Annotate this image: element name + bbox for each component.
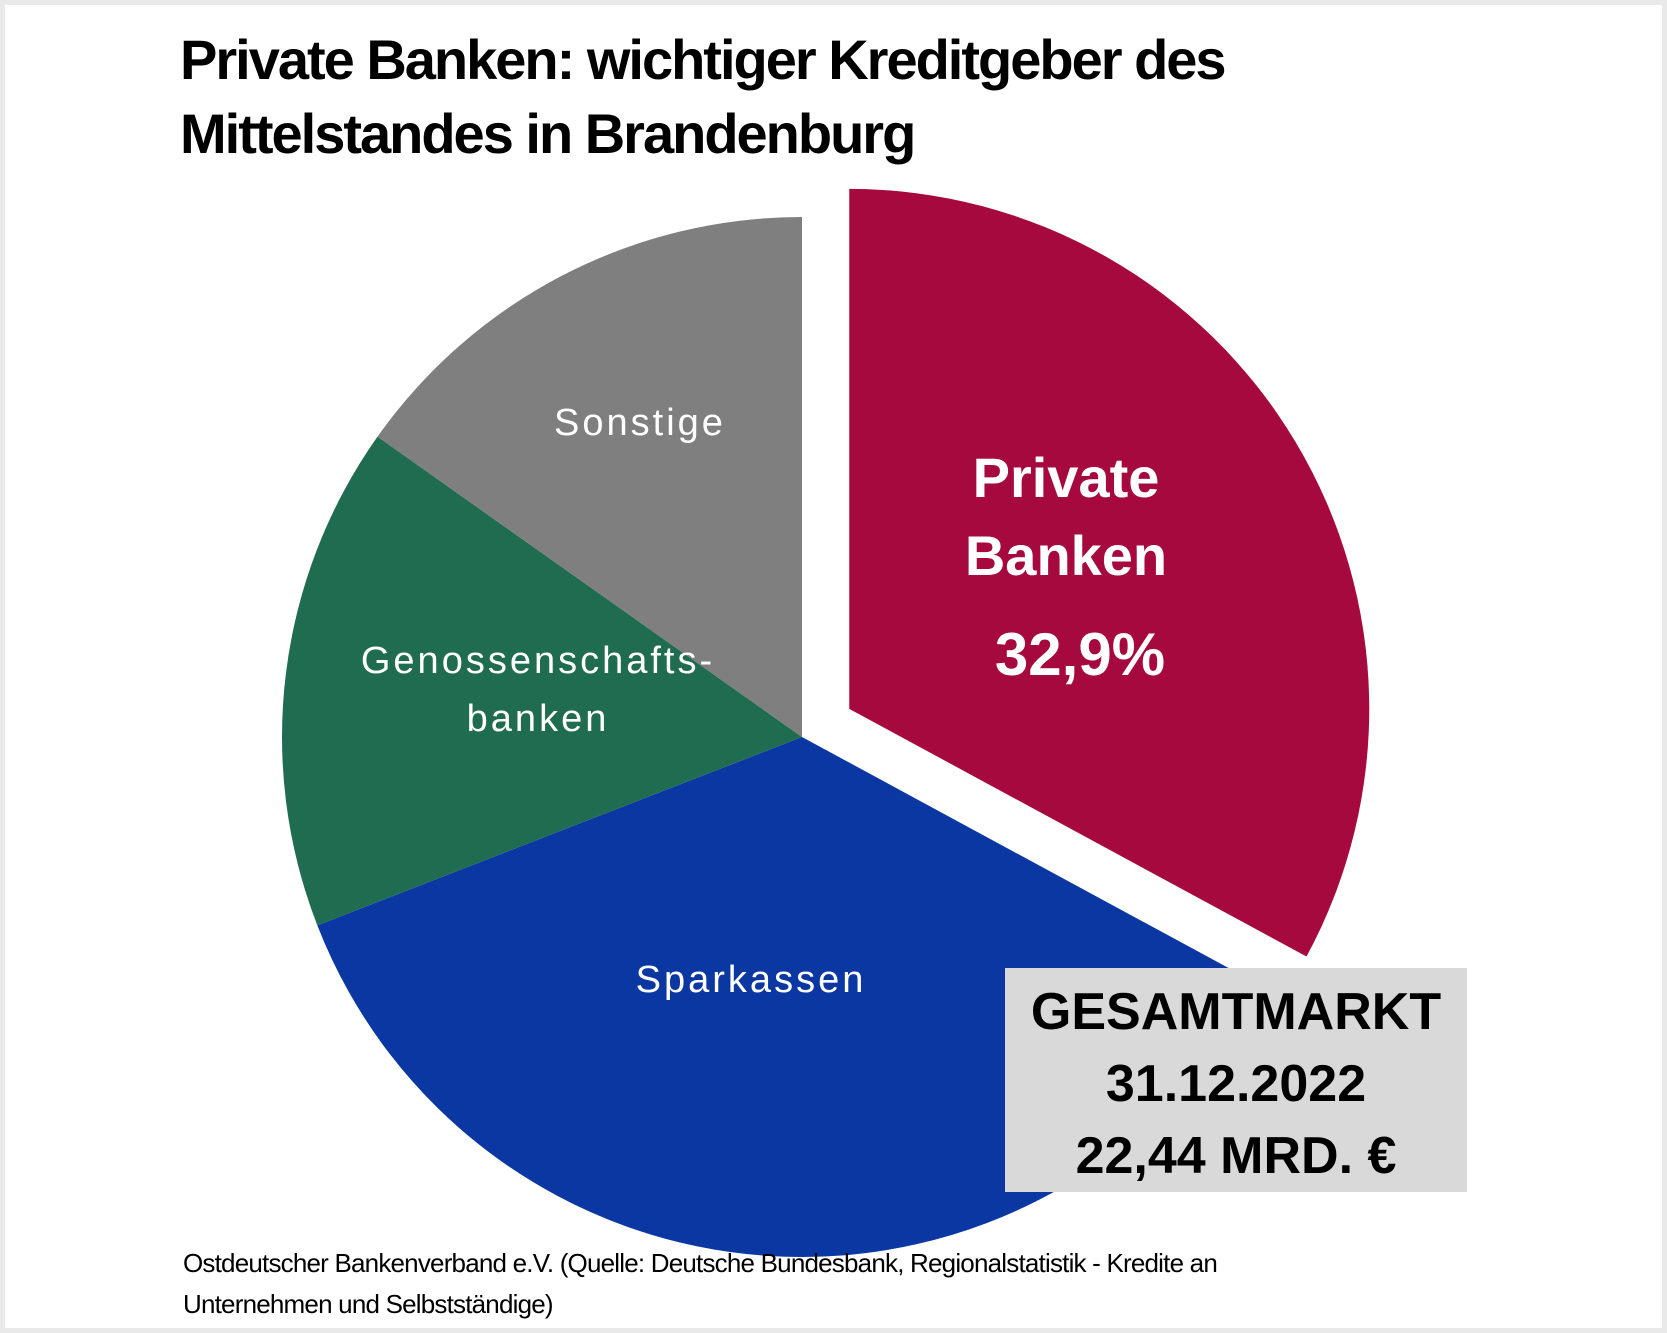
slice-label-private-banken: Private Banken xyxy=(965,439,1167,595)
source-note-line1: Ostdeutscher Bankenverband e.V. (Quelle:… xyxy=(183,1248,1218,1278)
infobox-date: 31.12.2022 xyxy=(1105,1055,1367,1113)
chart-title-line2: Mittelstandes in Brandenburg xyxy=(180,102,916,165)
slice-label-sparkassen: Sparkassen xyxy=(635,959,867,1001)
slice-value-private-banken: 32,9% xyxy=(994,621,1166,688)
slice-label-genossenschaftsbanken-line1: Genossenschafts- xyxy=(360,640,716,682)
chart-title: Private Banken: wichtiger Kreditgeber de… xyxy=(180,23,1227,171)
infobox-title: GESAMTMARKT xyxy=(1030,983,1442,1041)
slice-label-private-banken-line1: Private xyxy=(972,446,1160,509)
pie-slice-private-banken xyxy=(849,188,1370,957)
pie-slice-genossenschaftsbanken xyxy=(281,436,802,926)
chart-title-line1: Private Banken: wichtiger Kreditgeber de… xyxy=(180,28,1227,91)
infobox-value: 22,44 MRD. € xyxy=(1075,1127,1397,1185)
slice-label-genossenschaftsbanken-line2: banken xyxy=(466,698,610,740)
slice-label-private-banken-line2: Banken xyxy=(964,524,1168,587)
pie-slice-sonstige xyxy=(377,217,802,737)
slice-label-sonstige: Sonstige xyxy=(554,402,726,444)
total-market-infobox: GESAMTMARKT 31.12.2022 22,44 MRD. € xyxy=(1005,968,1467,1192)
source-note-line2: Unternehmen und Selbstständige) xyxy=(183,1289,554,1319)
slice-label-genossenschaftsbanken: Genossenschafts- banken xyxy=(361,632,715,748)
source-note: Ostdeutscher Bankenverband e.V. (Quelle:… xyxy=(183,1243,1218,1325)
